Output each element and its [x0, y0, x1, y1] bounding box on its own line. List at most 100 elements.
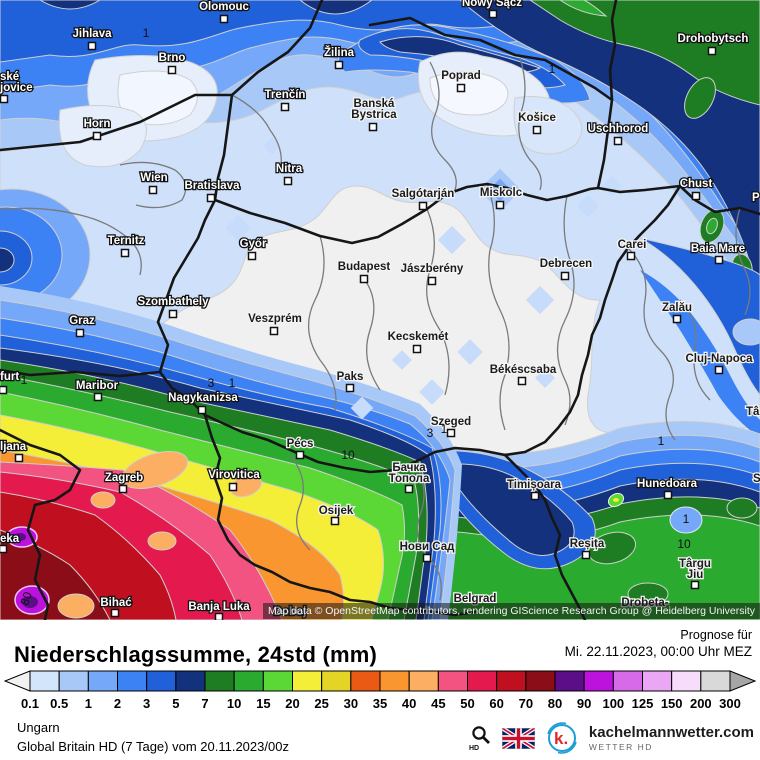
legend-cell: [233, 670, 264, 692]
city-label: Drohobytsch: [678, 33, 749, 45]
legend-tick-label: 100: [602, 696, 624, 711]
city-label: Топола: [389, 473, 430, 485]
city: Brno: [157, 51, 187, 75]
search-hd-icon[interactable]: HD: [469, 725, 493, 751]
city-marker: [118, 484, 128, 494]
legend-tick-label: 0.1: [21, 696, 39, 711]
legend-tick-label: 25: [314, 696, 328, 711]
city: Uschhorod: [586, 122, 650, 146]
hd-label: HD: [469, 745, 479, 751]
city-marker: [148, 185, 158, 195]
city: Maribor: [75, 379, 120, 402]
legend-tick-label: 7: [201, 696, 208, 711]
legend-tick-label: 10: [227, 696, 241, 711]
kachelmann-logo-icon[interactable]: k.: [544, 720, 580, 756]
city-label: Osijek: [319, 505, 354, 517]
city-label: Kecskemét: [388, 331, 449, 343]
legend-tick-label: 35: [373, 696, 387, 711]
city-marker: [691, 191, 701, 201]
k-letter: k.: [554, 729, 568, 748]
contour-label: 10: [677, 537, 691, 551]
city-label: Békéscsaba: [490, 364, 557, 376]
city-label: Budapest: [338, 261, 391, 273]
city-marker: [663, 490, 673, 500]
city-label: Târgu: [679, 558, 711, 570]
city-label: Miskolc: [480, 187, 523, 199]
legend-tick-label: 200: [690, 696, 712, 711]
city: Zalău: [661, 301, 693, 324]
city-label: Košice: [518, 112, 556, 124]
city: Veszprém: [247, 312, 303, 336]
legend-cell: [467, 670, 498, 692]
city-label: Veszprém: [248, 313, 302, 325]
legend-tick-label: 70: [519, 696, 533, 711]
city-marker: [456, 83, 466, 93]
city-label: Tâ: [746, 406, 760, 418]
city-marker: [219, 14, 229, 24]
legend-cell: [671, 670, 702, 692]
city: Trenčín: [263, 88, 307, 112]
uk-flag-icon[interactable]: [501, 727, 535, 749]
city-marker: [206, 193, 216, 203]
city-label: Graz: [69, 315, 95, 327]
city: Ternitz: [106, 234, 146, 258]
legend-cell: [262, 670, 294, 692]
city-marker: [228, 482, 238, 492]
legend-tick-label: 2: [114, 696, 121, 711]
city: Zagreb: [104, 471, 144, 494]
admin-borders: [0, 57, 751, 601]
city: Žilina: [323, 45, 356, 70]
city-label: eka: [0, 533, 20, 545]
city-marker: [368, 122, 378, 132]
city: Salgótarján: [390, 187, 456, 211]
city-label: Uschhorod: [588, 123, 649, 135]
city-label: P: [752, 192, 760, 204]
city: Belgrad: [452, 592, 497, 607]
forecast-datetime: Mi. 22.11.2023, 00:00 Uhr MEZ: [564, 644, 752, 659]
city: Miskolc: [479, 186, 524, 210]
forecast-label: Prognose für: [680, 628, 752, 642]
city-marker: [672, 314, 682, 324]
city: Jászberény: [399, 262, 465, 286]
city-label: Zagreb: [105, 472, 143, 484]
city: furt: [0, 370, 21, 395]
city-label: Бачка: [392, 462, 426, 474]
city-label: Reșița: [570, 538, 605, 550]
legend-right-arrow: [729, 670, 757, 692]
city-label: Nagykanizsa: [168, 392, 238, 404]
contour-label: 10: [341, 448, 355, 462]
city: Bratislava: [183, 179, 241, 203]
city-marker: [14, 453, 24, 463]
city-label: Debrecen: [540, 258, 592, 270]
city: Nagykanizsa: [167, 391, 240, 415]
city-label: Нови Сад: [400, 541, 456, 553]
city-label: Jászberény: [401, 263, 464, 275]
city: Pécs: [285, 437, 315, 460]
model-run-info: Global Britain HD (7 Tage) vom 20.11.202…: [17, 739, 289, 754]
legend-cell: [204, 670, 235, 692]
legend-cell: [321, 670, 352, 692]
brand-name: kachelmannwetter.com: [588, 723, 754, 741]
legend-tick-label: 40: [402, 696, 416, 711]
city: Horn: [82, 117, 112, 141]
legend-tick-label: 1: [85, 696, 92, 711]
country-borders: [0, 0, 760, 620]
contour-label: 80: [17, 590, 35, 608]
city-label: Nowy Sącz: [462, 0, 522, 9]
brand-text[interactable]: kachelmannwetter.com WETTER HD: [589, 725, 754, 752]
brand-row: HD k. kachelmannwetter.com WETTER HD: [469, 720, 754, 756]
legend-left-arrow: [3, 670, 31, 692]
city-marker: [247, 251, 257, 261]
legend-tick-label: 50: [460, 696, 474, 711]
city: eka: [0, 532, 21, 554]
legend-tick-label: 20: [285, 696, 299, 711]
city: Cluj-Napoca: [684, 352, 754, 375]
city: Tâ: [745, 405, 760, 420]
city-layer: Jihlava Olomouc Brno Žilina Trenčín skéjovice…: [0, 0, 760, 620]
city: Nitra: [275, 162, 304, 186]
city-marker: [488, 9, 498, 19]
city-label: Poprad: [441, 70, 481, 82]
city: Jihlava: [71, 27, 113, 51]
